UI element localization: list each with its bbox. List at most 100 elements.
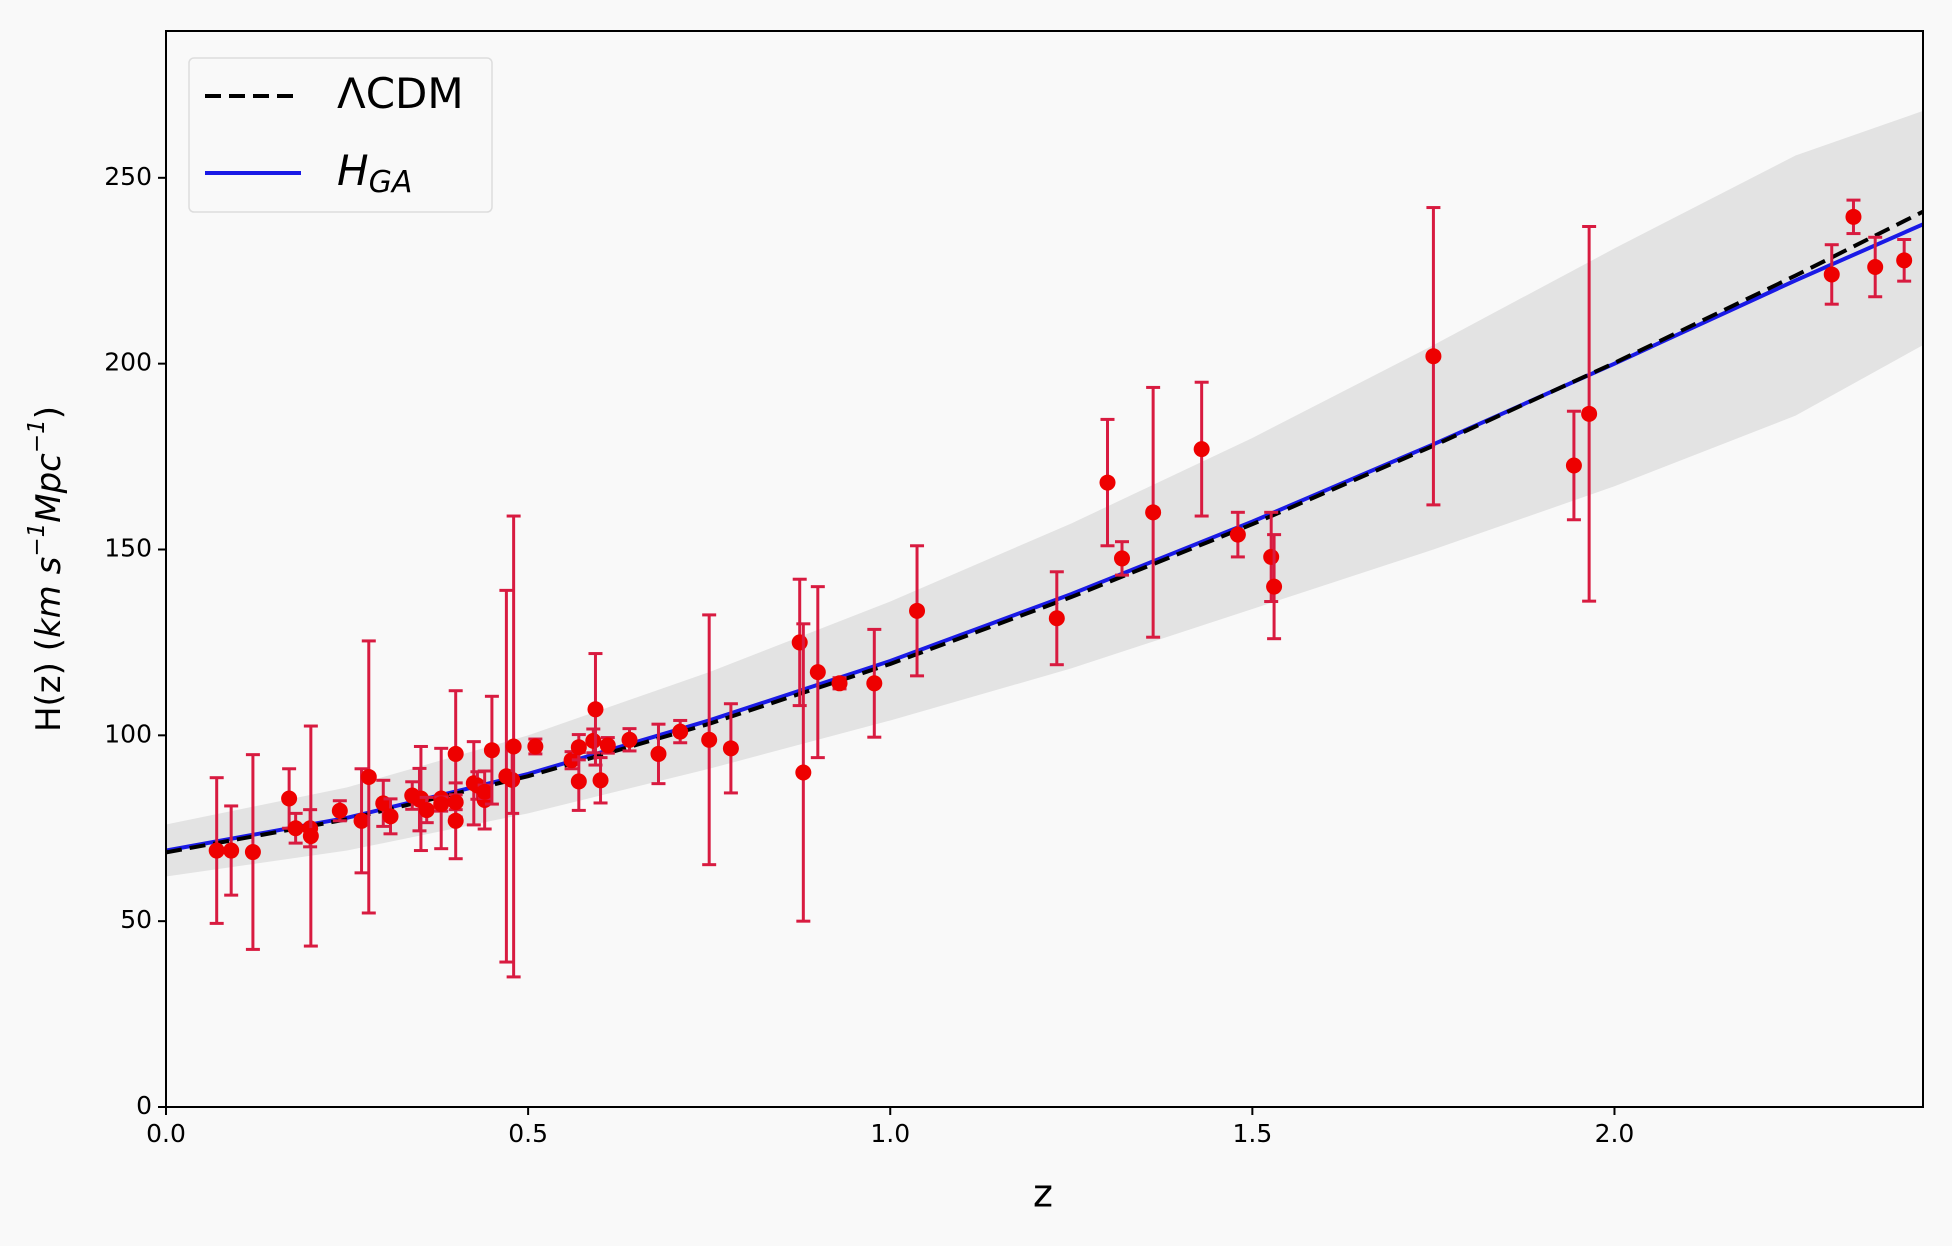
marker	[1113, 550, 1130, 567]
x-tick-label: 2.0	[1595, 1119, 1635, 1148]
x-tick-label: 1.5	[1232, 1119, 1272, 1148]
data-point	[360, 639, 377, 915]
marker	[1565, 457, 1582, 474]
y-axis-label: H(z) (km s−1Mpc−1)	[24, 406, 69, 732]
data-point	[483, 694, 500, 806]
y-axis-label-part: −1	[24, 419, 50, 453]
marker	[909, 602, 926, 619]
marker	[1099, 474, 1116, 491]
marker	[476, 783, 493, 800]
marker	[527, 738, 544, 755]
data-point	[722, 702, 739, 795]
data-point	[1048, 570, 1065, 667]
data-point	[1145, 385, 1162, 639]
data-point	[302, 724, 319, 948]
data-point	[592, 756, 609, 805]
model-line	[166, 222, 1923, 853]
data-point	[433, 795, 450, 813]
marker	[1581, 405, 1598, 422]
x-tick-label: 0.0	[146, 1119, 186, 1148]
marker	[505, 738, 522, 755]
data-point	[1896, 238, 1913, 283]
marker	[1867, 259, 1884, 276]
marker	[592, 772, 609, 789]
marker	[1425, 348, 1442, 365]
plot-area	[166, 110, 1923, 979]
data-point	[244, 753, 261, 951]
data-point	[476, 783, 493, 801]
marker	[599, 737, 616, 754]
data-point	[599, 736, 616, 755]
y-axis-label-part: Mpc	[29, 453, 69, 523]
marker	[331, 802, 348, 819]
data-point	[208, 776, 225, 925]
data-point	[287, 811, 304, 845]
marker	[650, 745, 667, 762]
data-point	[587, 652, 604, 767]
data-point	[1823, 243, 1840, 306]
marker	[483, 742, 500, 759]
marker	[353, 812, 370, 829]
data-point	[331, 799, 348, 823]
x-tick-label: 0.5	[508, 1119, 548, 1148]
marker	[570, 739, 587, 756]
y-tick-label: 200	[104, 348, 152, 377]
marker	[809, 664, 826, 681]
marker	[281, 790, 298, 807]
data-point	[621, 727, 638, 753]
data-point	[1425, 206, 1442, 507]
marker	[1048, 610, 1065, 627]
data-point	[701, 613, 718, 867]
marker	[302, 828, 319, 845]
data-point	[223, 804, 240, 897]
marker	[1193, 441, 1210, 458]
x-tick-label: 1.0	[870, 1119, 910, 1148]
data-point	[650, 722, 667, 786]
y-axis-label-part: −1	[24, 523, 50, 557]
marker	[621, 731, 638, 748]
marker	[287, 820, 304, 837]
y-tick-label: 100	[104, 719, 152, 748]
marker	[1263, 548, 1280, 565]
marker	[585, 732, 602, 749]
data-point	[1099, 417, 1116, 548]
y-axis-label-part: km s	[29, 557, 69, 638]
marker	[570, 773, 587, 790]
data-point	[1867, 235, 1884, 299]
marker	[701, 731, 718, 748]
data-point	[382, 797, 399, 836]
marker	[447, 794, 464, 811]
marker	[447, 745, 464, 762]
y-tick-label: 250	[104, 162, 152, 191]
data-point	[1266, 533, 1283, 641]
marker	[1896, 252, 1913, 269]
data-point	[418, 795, 435, 825]
y-axis-label-part: H(z) (	[29, 638, 69, 732]
data-point	[585, 727, 602, 755]
legend-label: ΛCDM	[337, 69, 464, 118]
marker	[433, 796, 450, 813]
marker	[831, 675, 848, 692]
marker	[382, 808, 399, 825]
marker	[1266, 578, 1283, 595]
data-point	[866, 627, 883, 739]
data-point	[909, 544, 926, 678]
data-point	[809, 585, 826, 760]
data-point	[831, 675, 848, 692]
marker	[223, 842, 240, 859]
data-point	[1229, 510, 1246, 559]
data-point	[1845, 198, 1862, 236]
data-point	[353, 767, 370, 875]
model-line	[166, 209, 1923, 855]
marker	[418, 802, 435, 819]
data-point	[1581, 225, 1598, 603]
data-point	[1565, 409, 1582, 522]
y-tick-label: 50	[120, 905, 152, 934]
data-point	[1193, 380, 1210, 518]
marker	[244, 844, 261, 861]
marker	[447, 812, 464, 829]
data-point	[505, 514, 522, 979]
marker	[208, 842, 225, 859]
marker	[563, 752, 580, 769]
